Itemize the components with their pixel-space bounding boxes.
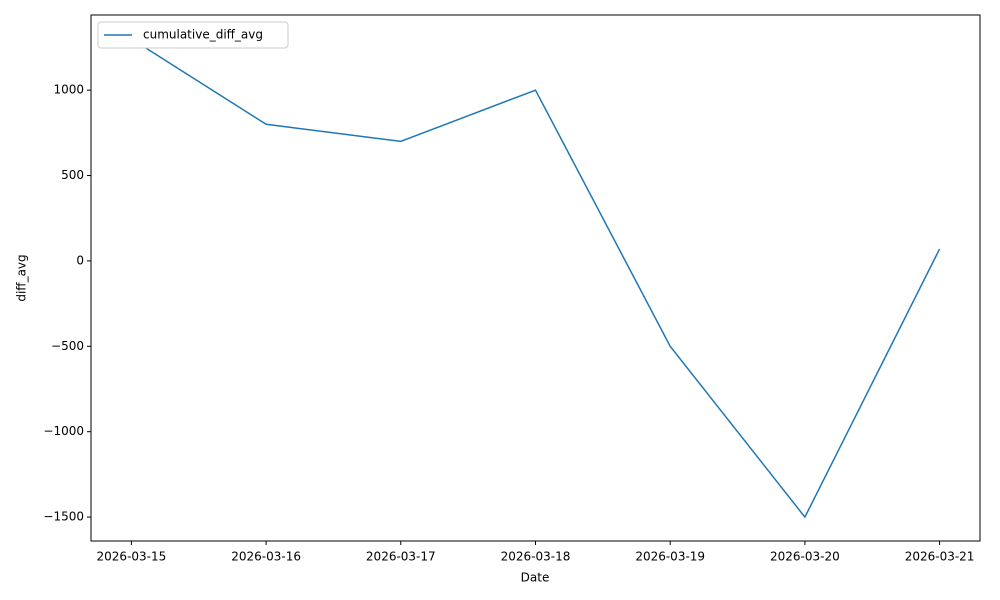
x-axis-label: Date (521, 571, 550, 585)
line-series (131, 38, 941, 519)
y-tick-label: 1000 (53, 83, 84, 97)
legend-label: cumulative_diff_avg (143, 28, 263, 42)
y-tick-label: −500 (51, 339, 84, 353)
y-tick-label: −1000 (43, 424, 84, 438)
y-axis-label: diff_avg (15, 254, 29, 301)
x-tick-label: 2026-03-18 (501, 550, 571, 564)
x-tick-label: 2026-03-21 (905, 550, 975, 564)
y-tick-label: 500 (61, 168, 84, 182)
plot-frame (90, 14, 981, 542)
x-tick-label: 2026-03-17 (366, 550, 436, 564)
x-tick-label: 2026-03-20 (770, 550, 840, 564)
x-tick-label: 2026-03-19 (635, 550, 705, 564)
x-tick-label: 2026-03-16 (231, 550, 301, 564)
legend-box (97, 21, 289, 49)
y-tick-label: 0 (76, 253, 84, 267)
y-tick-label: −1500 (43, 510, 84, 524)
x-tick-label: 2026-03-15 (97, 550, 167, 564)
